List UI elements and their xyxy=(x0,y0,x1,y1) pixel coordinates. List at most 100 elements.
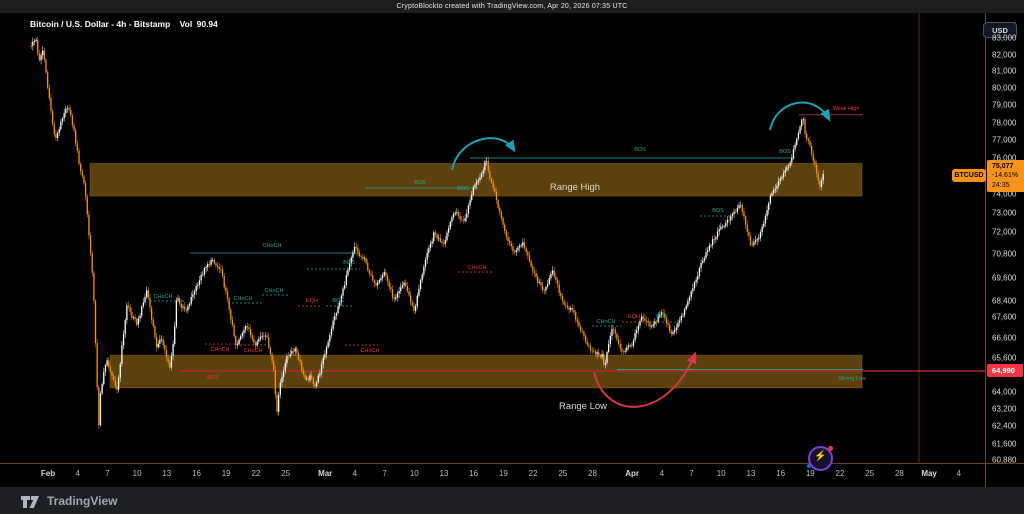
time-axis-label: 22 xyxy=(528,469,538,478)
symbol-legend[interactable]: Bitcoin / U.S. Dollar - 4h - Bitstamp Vo… xyxy=(30,19,218,29)
projection-arrow-1 xyxy=(451,137,516,171)
volume-value: 90.94 xyxy=(196,19,218,29)
svg-text:Strong Low: Strong Low xyxy=(838,376,866,382)
time-axis-label: 4 xyxy=(956,469,962,478)
level-lines xyxy=(180,114,986,372)
projection-arrow-3 xyxy=(593,351,697,408)
time-axis-label: 7 xyxy=(382,469,387,478)
symbol-title: Bitcoin / U.S. Dollar - 4h - Bitstamp xyxy=(30,19,171,29)
time-axis-label: 13 xyxy=(439,469,449,478)
svg-text:BOS: BOS xyxy=(332,298,344,304)
time-axis-label: 10 xyxy=(132,469,142,478)
time-axis-label: May xyxy=(921,469,937,478)
tradingview-logo-icon xyxy=(21,495,39,508)
price-axis-label: 76,000 xyxy=(992,153,1017,163)
svg-text:BOS: BOS xyxy=(712,208,724,214)
price-axis-label: 62,400 xyxy=(992,421,1017,431)
time-axis-label: 19 xyxy=(221,469,231,478)
time-axis-label: 16 xyxy=(192,469,201,478)
price-axis-label: 73,000 xyxy=(992,208,1017,218)
price-axis-label: 65,600 xyxy=(992,353,1017,363)
tradingview-logo[interactable]: TradingView xyxy=(20,493,117,509)
svg-text:CHoCH: CHoCH xyxy=(244,348,263,354)
time-axis-label: 4 xyxy=(75,469,80,478)
price-axis-label: 61,600 xyxy=(992,439,1017,449)
svg-text:CHoCH: CHoCH xyxy=(468,265,487,271)
cryptoblockto-logo-icon: ⚡ xyxy=(807,446,833,471)
candlesticks xyxy=(30,36,824,429)
price-axis-label: 72,000 xyxy=(992,227,1017,237)
bar-countdown: 24:35 xyxy=(992,181,1010,189)
time-axis-label: 13 xyxy=(746,469,756,478)
projection-arrows xyxy=(451,101,831,408)
time-axis-label: 25 xyxy=(281,469,291,478)
price-axis-label: 60,880 xyxy=(992,455,1017,465)
attribution-bar: CryptoBlockto created with TradingView.c… xyxy=(0,0,1024,13)
price-axis-label: 81,000 xyxy=(992,66,1017,76)
projection-arrow-2 xyxy=(769,101,831,131)
level-price-tag: 64,990 xyxy=(987,364,1023,378)
time-axis-label: 19 xyxy=(805,469,815,478)
price-axis-label: 63,200 xyxy=(992,404,1017,414)
time-axis-label: 19 xyxy=(498,469,508,478)
svg-text:EQH: EQH xyxy=(306,298,318,304)
time-axis-label: 25 xyxy=(558,469,568,478)
last-price-badge: 75,077 -14.61% 24:35 xyxy=(987,159,1024,193)
structure-labels: CHoCH CHoCH CHoCH CHoCH CHoCH CHoCH CHoCH BOS EQ… xyxy=(154,106,866,412)
svg-text:BOS: BOS xyxy=(634,147,646,153)
time-axis-label: 10 xyxy=(716,469,726,478)
time-axis-label: 22 xyxy=(251,469,261,478)
price-axis-label: 77,000 xyxy=(992,135,1017,145)
footer-bar: TradingView xyxy=(0,487,1024,514)
svg-text:BOS: BOS xyxy=(207,375,219,381)
svg-text:CHoCH: CHoCH xyxy=(263,243,282,249)
time-axis-label: 28 xyxy=(894,469,904,478)
time-axis-label: 13 xyxy=(162,469,172,478)
svg-text:BOS: BOS xyxy=(414,180,426,186)
svg-text:BOS: BOS xyxy=(343,260,355,266)
symbol-price-tag: BTCUSD xyxy=(952,168,986,182)
time-axis[interactable]: Feb 4 7 10 13 16 19 22 25 Mar 4 7 10 13 16 19 22 25 28 Apr 4… xyxy=(0,464,1024,487)
svg-text:CHoCH: CHoCH xyxy=(597,319,616,325)
zone-label: Range Low xyxy=(559,401,607,412)
price-axis-label: 69,600 xyxy=(992,273,1017,283)
currency-toggle-button[interactable]: USD xyxy=(983,22,1017,38)
svg-text:Weak High: Weak High xyxy=(833,106,860,112)
time-axis-label: 25 xyxy=(865,469,875,478)
svg-text:CHoCH: CHoCH xyxy=(265,288,284,294)
range-high-zone xyxy=(89,162,863,197)
tradingview-logo-text: TradingView xyxy=(47,493,118,508)
logo-blue-dot xyxy=(807,464,811,468)
price-axis-label: 64,000 xyxy=(992,387,1017,397)
price-axis-label: 79,000 xyxy=(992,100,1017,110)
price-axis-label: 78,000 xyxy=(992,118,1017,128)
time-axis-label: 10 xyxy=(409,469,419,478)
up-candles xyxy=(32,39,824,426)
price-axis-label: 80,000 xyxy=(992,83,1017,93)
time-axis-label: 16 xyxy=(776,469,786,478)
range-zones xyxy=(89,162,863,389)
svg-text:CHoCH: CHoCH xyxy=(361,348,380,354)
time-axis-label: 22 xyxy=(835,469,845,478)
svg-text:BOS: BOS xyxy=(779,149,791,155)
time-axis-label: Apr xyxy=(625,469,639,478)
time-axis-label: 28 xyxy=(588,469,597,478)
time-axis-label: 7 xyxy=(689,469,694,478)
price-axis-label: 83,000 xyxy=(992,33,1017,43)
price-axis-label: 82,000 xyxy=(992,50,1017,59)
down-candles xyxy=(30,39,821,426)
change-percent: -14.61% xyxy=(992,172,1019,180)
price-axis-label: 70,800 xyxy=(992,249,1017,259)
svg-text:EQH: EQH xyxy=(628,314,640,320)
price-axis-label: 68,400 xyxy=(992,296,1017,306)
time-axis-label: Feb xyxy=(40,469,56,478)
time-axis-label: 4 xyxy=(659,469,665,478)
logo-red-dot xyxy=(828,446,833,451)
svg-text:BOS: BOS xyxy=(656,314,668,320)
price-axis[interactable]: 83,000 82,000 81,000 80,000 79,000 78,000 77,0… xyxy=(986,13,1024,465)
time-axis-label: 4 xyxy=(352,469,358,478)
price-axis-label: 74,000 xyxy=(992,189,1017,199)
svg-text:CHoCH: CHoCH xyxy=(211,347,230,353)
